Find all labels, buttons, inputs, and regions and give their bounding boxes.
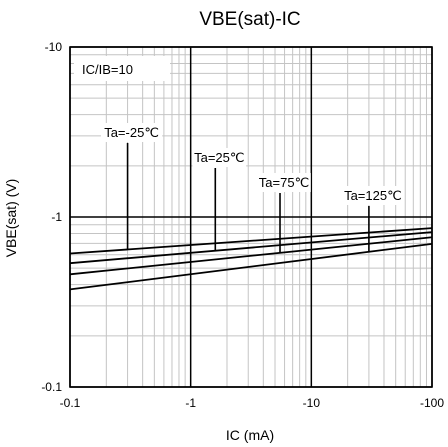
series-label: Ta=25℃ — [192, 148, 247, 251]
series-label-bg — [342, 186, 404, 205]
condition-label-text: IC/IB=10 — [82, 62, 133, 77]
series-group — [69, 227, 433, 291]
series-label-text: Ta=-25℃ — [104, 125, 159, 140]
series-label-bg — [257, 173, 311, 192]
x-tick-label: -1 — [185, 396, 196, 410]
plot-frame — [69, 46, 433, 388]
grid — [69, 46, 433, 388]
x-tick-label: -100 — [420, 396, 444, 410]
series-label: Ta=-25℃ — [100, 123, 163, 250]
series-line — [69, 242, 433, 291]
tick-labels: -0.1 -1 -10 -100 -0.1 -1 -10 — [41, 40, 444, 410]
condition-label-bg — [74, 56, 170, 81]
chart-title: VBE(sat)-IC — [199, 9, 300, 30]
series-label-text: Ta=75℃ — [259, 175, 309, 190]
y-tick-label: -1 — [51, 210, 62, 224]
series-label-bg — [100, 123, 163, 142]
series-line — [69, 236, 433, 276]
series-label-text: Ta=125℃ — [344, 188, 402, 203]
plot-border — [69, 46, 433, 388]
series-label-bg — [192, 148, 247, 167]
series-line — [69, 227, 433, 255]
x-axis-label: IC (mA) — [226, 427, 274, 443]
condition-label: IC/IB=10 — [74, 56, 170, 81]
y-tick-label: -0.1 — [41, 380, 62, 394]
series-label: Ta=75℃ — [257, 173, 311, 253]
y-axis-label: VBE(sat) (V) — [3, 179, 19, 258]
series-label: Ta=125℃ — [342, 186, 404, 252]
x-tick-label: -10 — [303, 396, 321, 410]
series-line — [69, 231, 433, 265]
annotations: IC/IB=10 Ta=-25℃ Ta=25℃ Ta=75℃ Ta=125℃ — [74, 56, 404, 253]
series-label-text: Ta=25℃ — [194, 150, 244, 165]
x-tick-label: -0.1 — [60, 396, 81, 410]
y-tick-label: -10 — [45, 40, 63, 54]
